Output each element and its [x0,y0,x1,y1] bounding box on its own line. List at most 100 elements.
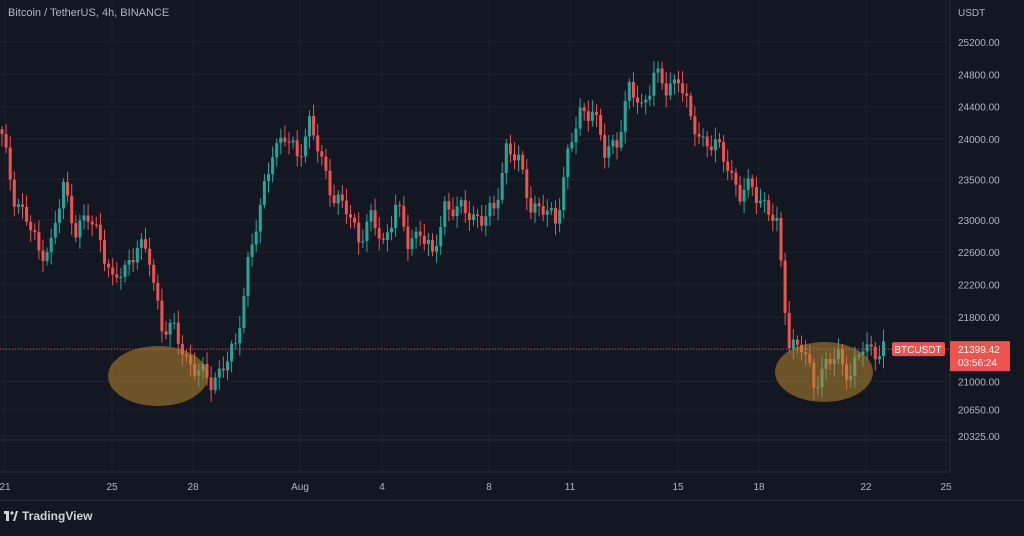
candle-body [381,238,385,240]
candle-body [144,239,147,249]
candle-body [431,240,434,252]
candle-body [685,93,689,96]
candle-body [590,111,594,121]
candle-body [791,339,795,349]
candle-body [865,344,869,352]
candle-body [664,83,668,96]
candle-body [697,134,701,137]
candle-body [738,184,742,202]
y-tick-label: 22600.00 [958,248,1000,259]
candle-body [262,181,266,205]
y-tick-label: 21000.00 [958,377,1000,388]
price-line: BTCUSDT [0,342,950,357]
candle-body [250,244,254,258]
candle-body [127,260,131,265]
candle-body [303,136,307,157]
candle-body [508,143,512,155]
candle-body [484,216,488,226]
candle-body [709,146,713,151]
highlight-ellipse [775,342,873,402]
candle-body [607,146,611,158]
y-tick-label: 24800.00 [958,70,1000,81]
y-tick-label: 20325.00 [958,432,1000,443]
candle-body [373,210,377,229]
vertical-grid [4,0,947,472]
candle-body [16,204,20,207]
candle-body [422,235,426,244]
candle-body [611,140,615,147]
x-tick-label: 25 [106,482,118,493]
candle-body [82,215,86,221]
candle-body [627,81,631,101]
candle-body [603,134,607,158]
candle-body [787,312,791,349]
candle-body [763,200,767,202]
candle-body [406,226,410,250]
candle-body [103,240,106,264]
candle-body [775,218,779,221]
candle-body [861,351,865,355]
x-tick-label: 25 [940,482,952,493]
candle-body [779,218,783,261]
candle-body [0,129,4,135]
tradingview-logo-icon [4,511,18,521]
candle-body [750,178,754,187]
candle-body [45,252,49,261]
candle-body [398,204,402,207]
x-tick-label: 4 [379,482,385,493]
candle-body [312,116,316,136]
candle-body [418,231,422,236]
candle-body [648,95,652,100]
candle-body [357,222,361,243]
candle-body [94,224,98,226]
candle-body [402,206,406,227]
candle-body [275,143,279,158]
candle-body [111,267,115,275]
candle-body [537,203,541,207]
candle-body [476,214,480,216]
candle-body [541,206,545,215]
candle-body [480,215,484,226]
candle-body [701,136,705,138]
candle-body [619,131,623,148]
candle-body [873,346,877,360]
candle-body [25,206,29,222]
candle-body [734,172,738,185]
x-tick-label: Aug [291,482,309,493]
candle-body [349,214,352,218]
candle-body [332,195,336,204]
candle-body [562,177,566,211]
candle-body [160,300,164,332]
y-axis: USDT 20325.00 20650.00 21000.00 21800.00 2220… [949,0,1010,472]
tradingview-brand[interactable]: TradingView [4,509,92,523]
currency-label: USDT [958,8,985,19]
candle-body [681,83,685,94]
candle-body [652,72,656,96]
candle-body [582,107,586,112]
candle-body [115,274,119,278]
candle-body [226,361,229,371]
candle-body [267,174,270,182]
candle-body [164,331,168,335]
candle-body [426,240,430,244]
candles [0,60,885,402]
symbol-badge [892,342,945,357]
candle-body [74,223,78,238]
candle-body [566,148,570,178]
candle-body [689,95,693,117]
candle-body [877,356,881,360]
candle-body [340,194,344,201]
candle-body [730,170,734,173]
candle-body [8,147,12,180]
candle-body [271,157,275,175]
candle-body [447,201,451,210]
x-tick-label: 21 [0,482,11,493]
candle-body [746,178,750,190]
candle-body [439,226,443,246]
candle-body [324,156,328,171]
candle-body [586,111,590,121]
candle-body [882,341,885,357]
candle-body [677,79,680,84]
candle-body [517,154,521,161]
